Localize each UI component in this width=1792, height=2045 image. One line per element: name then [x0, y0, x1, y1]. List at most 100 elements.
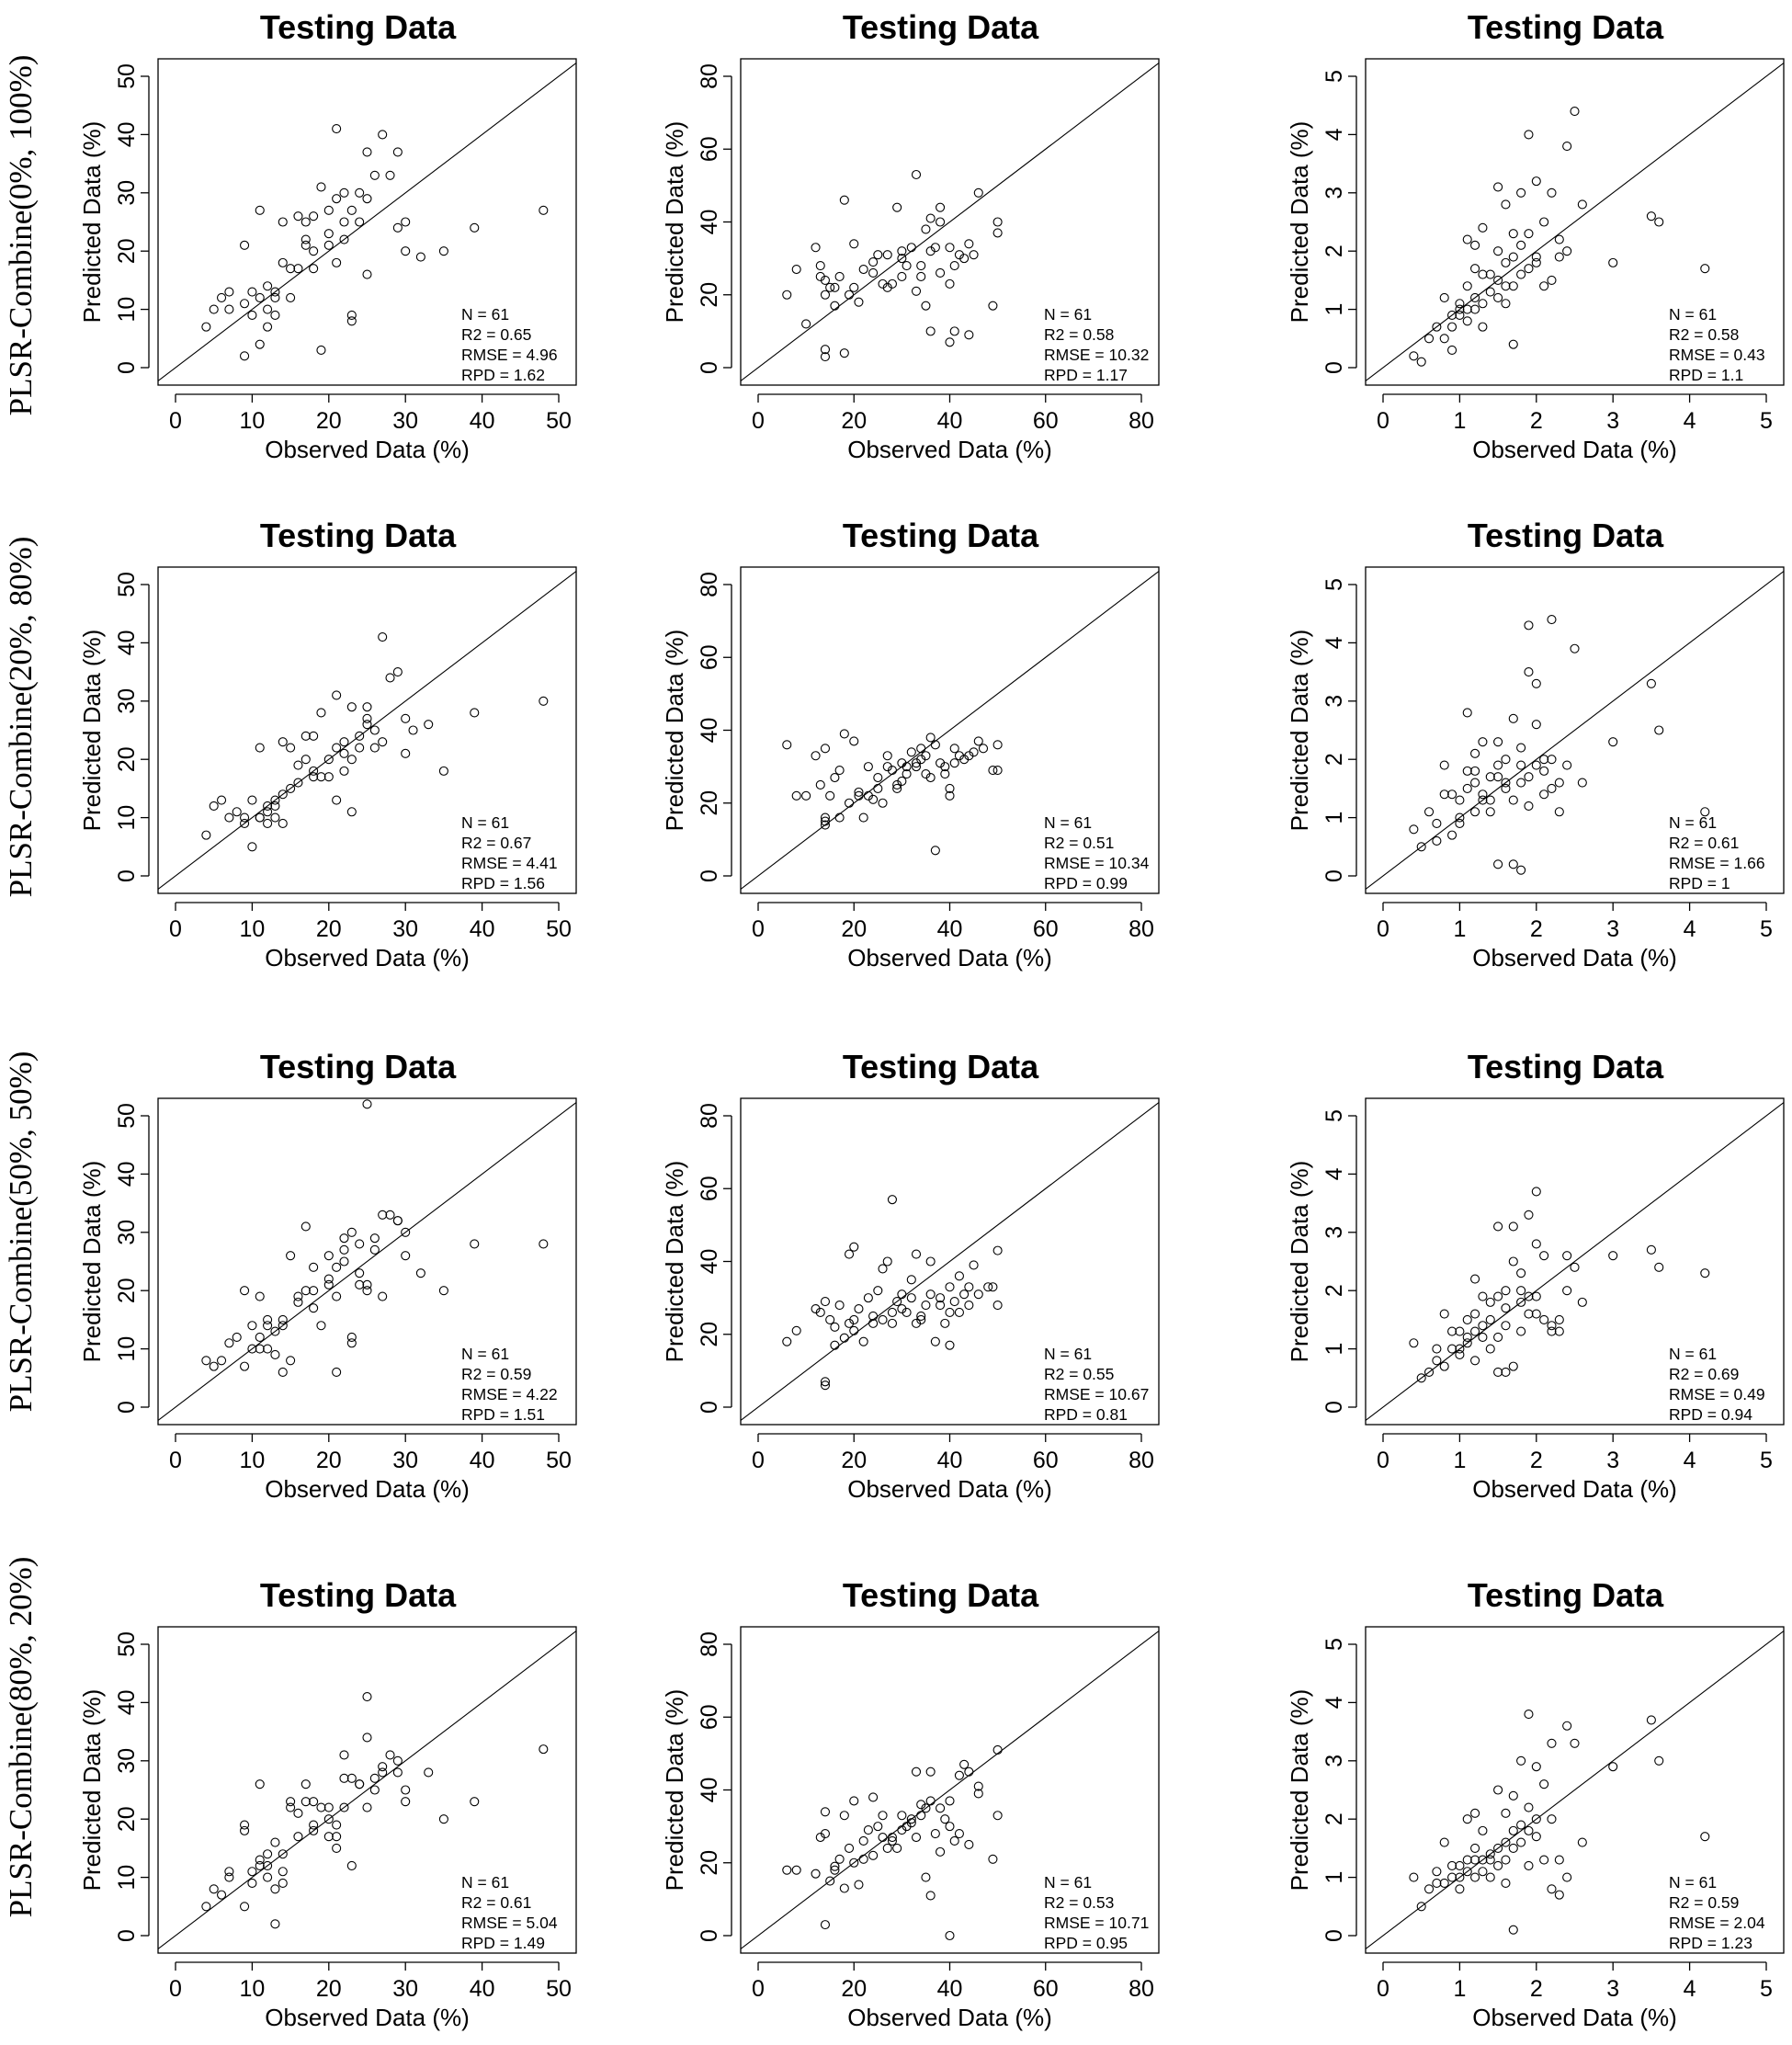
- data-point: [470, 1797, 480, 1807]
- x-axis: 0 20 40 60 80 Observed Data (%): [752, 1961, 1154, 2031]
- data-point: [815, 779, 825, 790]
- data-point: [1470, 766, 1480, 776]
- data-point: [949, 260, 959, 271]
- data-point: [834, 1854, 845, 1864]
- data-point: [323, 1274, 334, 1284]
- data-point: [1462, 234, 1472, 244]
- data-point: [1455, 818, 1465, 828]
- data-point: [921, 301, 931, 311]
- y-axis: 0 10 20 30 40 50 Predicted Data (%): [78, 63, 150, 374]
- y-tick-label: 60: [697, 136, 722, 162]
- data-point: [362, 194, 372, 204]
- data-point: [921, 1872, 931, 1882]
- data-point: [1485, 1314, 1495, 1324]
- data-point: [820, 1297, 831, 1307]
- data-point: [1547, 614, 1557, 625]
- data-point: [293, 1808, 303, 1818]
- data-point: [992, 1245, 1003, 1255]
- data-point: [1439, 760, 1449, 770]
- data-point: [263, 1321, 273, 1331]
- data-point: [470, 1239, 480, 1249]
- x-tick-label: 40: [937, 916, 963, 942]
- data-point: [332, 1832, 342, 1842]
- data-point: [897, 271, 907, 281]
- y-tick-label: 4: [1321, 1696, 1347, 1709]
- data-point: [954, 1829, 964, 1839]
- y-tick-label: 1: [1321, 303, 1347, 316]
- y-tick-label: 40: [697, 718, 722, 744]
- stats-annotation: N = 61 R2 = 0.55 RMSE = 10.67 RPD = 0.81: [1044, 1345, 1149, 1424]
- data-point: [863, 1293, 873, 1303]
- data-point: [332, 194, 342, 204]
- y-tick-label: 30: [114, 688, 140, 714]
- x-tick-label: 2: [1530, 408, 1543, 434]
- data-point: [1562, 246, 1572, 256]
- x-axis: 0 10 20 30 40 50 Observed Data (%): [169, 393, 572, 463]
- data-point: [945, 243, 955, 253]
- data-point: [278, 1321, 288, 1331]
- data-point: [925, 772, 936, 783]
- data-point: [1539, 1251, 1549, 1261]
- data-point: [316, 1802, 326, 1812]
- data-point: [332, 690, 342, 700]
- stat-line: RPD = 0.99: [1044, 874, 1128, 892]
- data-point: [911, 762, 922, 772]
- scatter-panel-6: Testing Data 0 1 2 3 4 5 Observed Data (%) 0 1 2 3 4…: [1286, 517, 1785, 971]
- x-tick-label: 40: [937, 1976, 963, 2002]
- stat-line: RMSE = 2.04: [1669, 1914, 1765, 1932]
- data-point: [1493, 182, 1503, 192]
- data-point: [301, 1797, 311, 1807]
- data-point: [1531, 1832, 1541, 1842]
- stat-line: R2 = 0.65: [461, 325, 531, 344]
- data-point: [263, 1849, 273, 1859]
- x-tick-label: 3: [1606, 408, 1619, 434]
- x-tick-label: 20: [316, 916, 342, 942]
- y-tick-label: 2: [1321, 244, 1347, 257]
- data-point: [1524, 264, 1534, 274]
- data-point: [392, 1755, 403, 1766]
- x-tick-label: 0: [752, 1448, 765, 1473]
- data-point: [1493, 737, 1503, 747]
- data-point: [278, 790, 288, 800]
- y-tick-label: 4: [1321, 128, 1347, 141]
- y-tick-label: 80: [697, 1103, 722, 1129]
- data-point: [945, 1930, 955, 1941]
- chart-title: Testing Data: [260, 1576, 457, 1614]
- data-point: [424, 1767, 434, 1778]
- y-tick-label: 0: [1321, 869, 1347, 882]
- scatter-panel-7: Testing Data 0 10 20 30 40 50 Observed Data (%)…: [78, 1048, 577, 1503]
- data-point: [1485, 807, 1495, 817]
- data-point: [1470, 807, 1480, 817]
- chart-title: Testing Data: [843, 1048, 1039, 1085]
- scatter-panel-5: Testing Data 0 20 40 60 80 Observed Data (%) 0 2…: [661, 517, 1160, 971]
- y-tick-label: 1: [1321, 1871, 1347, 1884]
- data-point: [911, 286, 922, 296]
- data-point: [323, 240, 334, 250]
- data-point: [868, 1311, 879, 1321]
- x-tick-label: 30: [392, 408, 418, 434]
- x-tick-label: 0: [169, 1976, 182, 2002]
- data-point: [839, 1883, 849, 1893]
- y-axis: 0 20 40 60 80 Predicted Data (%): [661, 1631, 732, 1942]
- data-point: [820, 816, 831, 826]
- data-point: [323, 1802, 334, 1812]
- data-point: [830, 1865, 840, 1875]
- x-tick-label: 50: [546, 1976, 572, 2002]
- data-point: [992, 217, 1003, 227]
- data-point: [887, 1307, 898, 1318]
- data-point: [954, 1307, 964, 1318]
- data-point: [863, 1825, 873, 1835]
- y-tick-label: 20: [114, 238, 140, 264]
- data-point: [346, 807, 357, 817]
- stat-line: R2 = 0.55: [1044, 1365, 1114, 1383]
- data-point: [1470, 1309, 1480, 1319]
- data-point: [954, 1770, 964, 1780]
- data-point: [1493, 772, 1503, 782]
- scatter-panel-12: Testing Data 0 1 2 3 4 5 Observed Data (%) 0 1 2 3 4…: [1286, 1576, 1785, 2031]
- data-point: [815, 260, 825, 271]
- data-point: [820, 1807, 831, 1817]
- stat-line: R2 = 0.61: [461, 1893, 531, 1912]
- stat-line: RPD = 0.81: [1044, 1405, 1128, 1424]
- data-point: [1423, 1367, 1435, 1378]
